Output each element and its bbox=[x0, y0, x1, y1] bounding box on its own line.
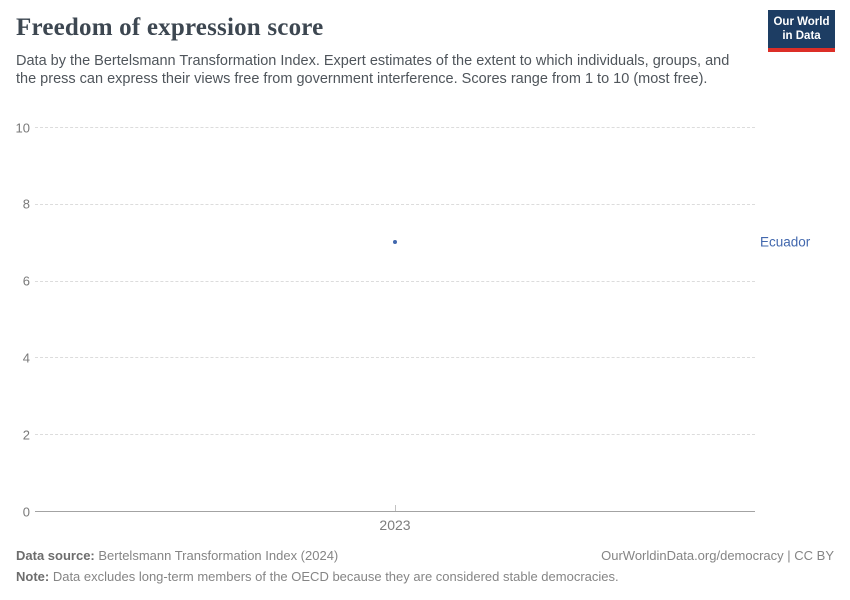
note-value: Data excludes long-term members of the O… bbox=[49, 569, 619, 584]
y-axis-tick-label: 6 bbox=[22, 273, 30, 289]
owid-logo-line2: in Data bbox=[782, 30, 821, 42]
gridline bbox=[35, 280, 755, 282]
chart-subtitle: Data by the Bertelsmann Transformation I… bbox=[16, 53, 730, 87]
gridline bbox=[35, 127, 755, 128]
y-axis-tick-label: 2 bbox=[22, 427, 30, 443]
gridline bbox=[35, 203, 755, 205]
data-source-value: Bertelsmann Transformation Index (2024) bbox=[94, 548, 339, 563]
owid-logo: Our World in Data bbox=[768, 10, 835, 52]
y-axis-tick-label: 8 bbox=[22, 196, 30, 212]
chart-title: Freedom of expression score bbox=[16, 14, 324, 41]
data-source-text: Data source: Bertelsmann Transformation … bbox=[16, 548, 338, 563]
note-label: Note: bbox=[16, 569, 50, 584]
y-axis-tick-label: 4 bbox=[22, 350, 30, 366]
x-axis-tick-label: 2023 bbox=[379, 517, 411, 533]
data-source-label: Data source: bbox=[16, 548, 95, 563]
gridline bbox=[35, 357, 755, 359]
attribution-link[interactable]: OurWorldinData.org/democracy | CC BY bbox=[601, 548, 834, 563]
owid-logo-line1: Our World bbox=[773, 16, 830, 28]
gridline bbox=[35, 434, 755, 436]
entity-label-ecuador[interactable]: Ecuador bbox=[760, 234, 811, 250]
x-axis-tick-mark bbox=[395, 505, 396, 511]
y-axis-tick-label: 0 bbox=[22, 504, 30, 519]
data-point-ecuador-2023[interactable] bbox=[393, 240, 397, 245]
y-axis-tick-label: 10 bbox=[15, 120, 30, 135]
footer-note-row: Note: Data excludes long-term members of… bbox=[16, 569, 834, 584]
chart-footer: Data source: Bertelsmann Transformation … bbox=[16, 548, 834, 584]
footer-source-row: Data source: Bertelsmann Transformation … bbox=[16, 548, 834, 563]
x-axis-line bbox=[35, 511, 755, 512]
